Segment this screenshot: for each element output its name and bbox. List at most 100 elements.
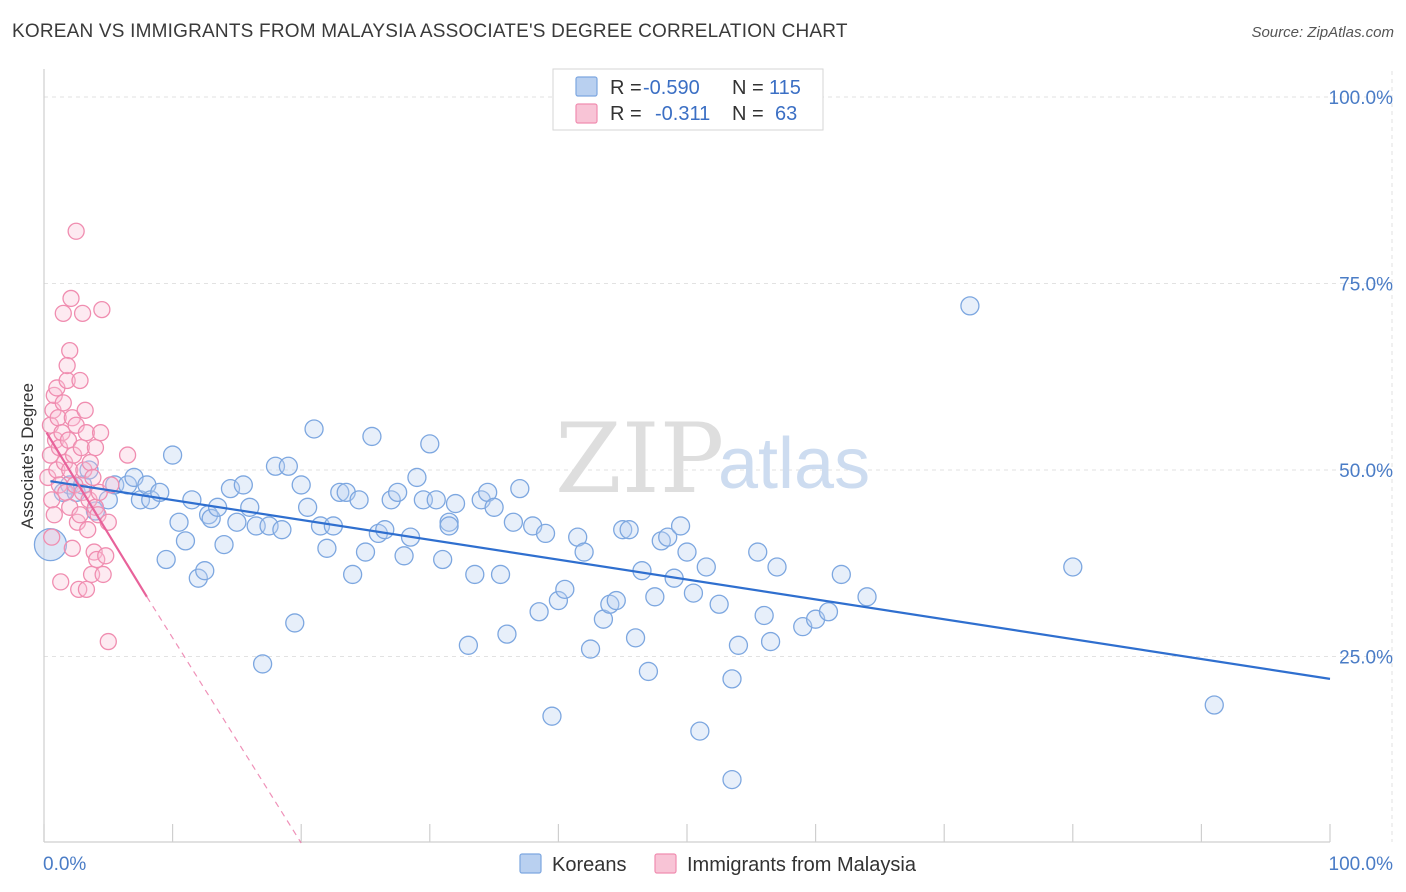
points-korean-point [272, 520, 292, 540]
points-korean-point [214, 534, 234, 555]
stats-r-value-koreans: -0.590 [643, 77, 700, 99]
points-korean-point [548, 590, 569, 611]
points-malaysia-point [77, 424, 96, 442]
points-malaysia-point [99, 632, 117, 651]
points-korean-point [760, 631, 781, 652]
points-korean-point [722, 669, 742, 689]
points-korean-point [722, 769, 742, 790]
points-malaysia-point [86, 438, 105, 457]
points-korean-point [458, 635, 479, 655]
trend-line-koreans [50, 480, 1331, 680]
points-korean-point [182, 490, 202, 510]
trend-line-malaysia [45, 432, 148, 598]
points-malaysia-point [76, 401, 94, 419]
points-korean-point [574, 542, 594, 562]
points-korean-point [619, 520, 639, 540]
points-malaysia-point [54, 304, 72, 322]
chart-source: Source: ZipAtlas.com [1251, 24, 1394, 41]
points-korean-point [381, 490, 401, 510]
points-korean-point [433, 549, 453, 570]
points-malaysia-point [118, 446, 137, 464]
y-tick-label-0: 100.0% [1329, 88, 1394, 109]
points-korean-point [535, 523, 556, 544]
points-korean-point [407, 467, 427, 488]
y-tick-labels: 100.0% 75.0% 50.0% 25.0% [1329, 88, 1394, 669]
points-malaysia-point [43, 491, 61, 509]
points-korean-point [638, 661, 659, 682]
points-korean-point [818, 602, 839, 622]
points-korean-point [362, 426, 382, 447]
points-korean-point [355, 542, 376, 562]
points-malaysia-point [94, 565, 112, 584]
points-korean-point [342, 564, 363, 585]
points-korean-point [754, 605, 774, 626]
points-korean-point [439, 516, 459, 536]
points-malaysia-point [99, 513, 117, 531]
trend-lines [45, 432, 1331, 844]
points-korean-point [175, 531, 196, 551]
watermark: ZIP atlas [555, 403, 870, 515]
points-korean-point [227, 512, 247, 532]
points-malaysia-point [58, 371, 76, 390]
points-korean-point [278, 456, 298, 476]
points-malaysia-point [71, 371, 89, 390]
points-korean-point [510, 478, 530, 499]
legend-swatch-koreans [519, 853, 542, 874]
points-malaysia-point [62, 289, 80, 308]
legend-label-malaysia: Immigrants from Malaysia [687, 854, 917, 876]
points-korean-point [690, 721, 710, 741]
points-korean-point [1063, 557, 1083, 577]
points-korean-point [233, 475, 253, 495]
points-korean-point [304, 419, 324, 439]
stats-r-label-malaysia: R = [610, 103, 642, 125]
stats-legend-swatch-malaysia [575, 103, 598, 124]
points-korean-point [285, 613, 305, 633]
points-malaysia-point [93, 300, 111, 319]
x-tick-label-min: 0.0% [43, 854, 86, 875]
points-malaysia-point [63, 539, 81, 557]
points-korean-point [677, 542, 697, 562]
points-korean-point [728, 635, 749, 655]
points-korean-point [606, 590, 626, 611]
axes [43, 69, 1331, 843]
points-korean-point [497, 624, 517, 644]
points-malaysia-point [54, 394, 72, 412]
points-korean-point [195, 561, 215, 581]
stats-n-label-koreans: N = [732, 77, 764, 99]
stats-r-value-malaysia: -0.311 [655, 103, 710, 125]
points-korean-point [613, 520, 633, 540]
points-korean-point [420, 434, 440, 454]
points-korean-point [484, 497, 504, 517]
series-legend: Koreans Immigrants from Malaysia [519, 853, 917, 876]
points-korean-point [297, 497, 318, 517]
y-tick-label-2: 50.0% [1339, 461, 1393, 482]
stats-n-label-malaysia: N = [732, 103, 764, 125]
points-korean-point [188, 568, 208, 588]
points-korean-point [291, 475, 311, 495]
points-malaysia-point [52, 573, 70, 591]
points-malaysia-point [97, 547, 115, 565]
points-korean-point [683, 583, 704, 603]
y-tick-label-1: 75.0% [1339, 275, 1393, 296]
points-korean-point [709, 594, 729, 614]
points-korean-point [960, 296, 980, 316]
points-korean-point [201, 508, 221, 529]
points-malaysia-point [79, 521, 97, 539]
points-korean-point [529, 602, 549, 622]
points-korean-point [426, 490, 446, 510]
series-koreans [33, 296, 1224, 790]
points-korean-point [645, 587, 665, 607]
points-malaysia-point [61, 341, 79, 360]
legend-swatch-malaysia [654, 853, 677, 874]
points-korean-point [330, 482, 350, 503]
watermark-zip: ZIP [555, 403, 724, 515]
points-korean-point [831, 564, 851, 585]
points-malaysia-point [43, 528, 61, 546]
points-korean-point [387, 482, 408, 503]
points-malaysia-point [88, 550, 106, 569]
points-malaysia-point [71, 506, 89, 524]
points-korean-point [857, 587, 877, 607]
trend-line-malaysia-extrapolated [146, 596, 302, 844]
